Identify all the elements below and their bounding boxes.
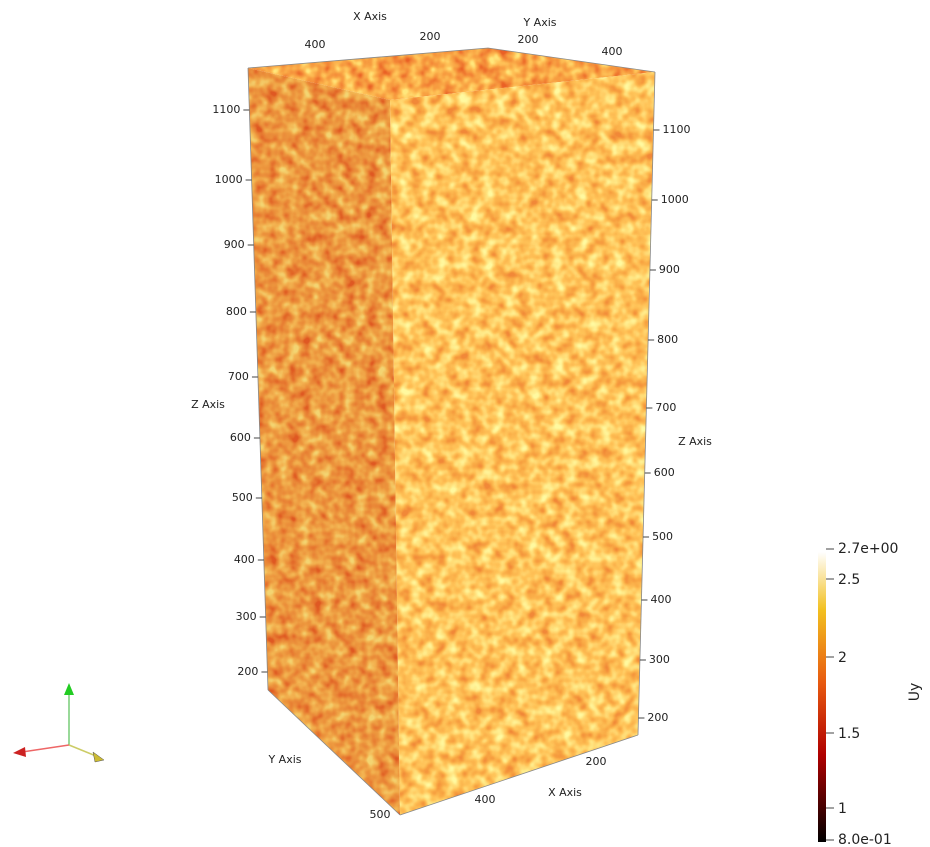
arrow-head <box>13 747 26 757</box>
tick-label: 1100 <box>212 103 240 116</box>
tick-label: 200 <box>237 665 258 678</box>
tick-label: 400 <box>602 45 623 58</box>
tick-label: 200 <box>420 30 441 43</box>
axis-x <box>21 744 70 753</box>
tick-label: 400 <box>305 38 326 51</box>
tick-label: 400 <box>475 793 496 806</box>
axis-labels: X Axis 400 200 Y Axis 200 400 Z Axis Z A… <box>191 10 712 821</box>
tick-label: 700 <box>228 370 249 383</box>
axis-line <box>637 71 656 736</box>
colorbar-label: 1.5 <box>838 726 860 742</box>
tick-label: 200 <box>647 711 668 724</box>
axes-grid <box>247 47 656 816</box>
axis-line <box>267 689 401 816</box>
axis-line <box>247 67 269 691</box>
axis-title: X Axis <box>548 786 582 799</box>
colorbar-label: 1 <box>838 801 847 817</box>
axis-line <box>247 47 656 73</box>
tick-label: 300 <box>236 610 257 623</box>
tick-label: 400 <box>650 593 671 606</box>
color-scale <box>818 552 826 842</box>
tick-label: 900 <box>659 263 680 276</box>
colorbar-label: 2 <box>838 650 847 666</box>
tick-label: 200 <box>586 755 607 768</box>
axis-title: Y Axis <box>522 16 556 29</box>
axis-z <box>68 744 97 757</box>
left-face <box>248 68 400 815</box>
tick-label: 600 <box>230 431 251 444</box>
tick-label: 800 <box>657 333 678 346</box>
tick-label: 800 <box>226 305 247 318</box>
arrow-head <box>92 751 105 763</box>
volume-box <box>248 48 655 815</box>
right-face <box>390 72 655 815</box>
tick-label: 300 <box>649 653 670 666</box>
colorbar-label: 2.7e+00 <box>838 541 898 557</box>
tick-label: 500 <box>652 530 673 543</box>
color-bar: 2.7e+00 2.5 2 1.5 1 8.0e-01 Uy <box>818 541 923 847</box>
tick-label: 600 <box>654 466 675 479</box>
axis-line <box>399 734 639 816</box>
orientation-axes <box>13 683 105 763</box>
tick-label: 1000 <box>661 193 689 206</box>
colorbar-label: 8.0e-01 <box>838 832 892 847</box>
axis-title: Z Axis <box>191 398 225 411</box>
tick-label: 500 <box>232 491 253 504</box>
tick-label: 500 <box>370 808 391 821</box>
tick-label: 200 <box>518 33 539 46</box>
colorbar-label: 2.5 <box>838 572 860 588</box>
axis-title: Y Axis <box>267 753 301 766</box>
tick-label: 400 <box>234 553 255 566</box>
left-shade <box>248 68 400 815</box>
tick-label: 1100 <box>663 123 691 136</box>
arrow-head <box>64 683 74 695</box>
axis-title: Z Axis <box>678 435 712 448</box>
tick-label: 700 <box>655 401 676 414</box>
axis-title: X Axis <box>353 10 387 23</box>
tick-label: 900 <box>224 238 245 251</box>
colorbar-title: Uy <box>907 683 923 702</box>
tick-label: 1000 <box>215 173 243 186</box>
